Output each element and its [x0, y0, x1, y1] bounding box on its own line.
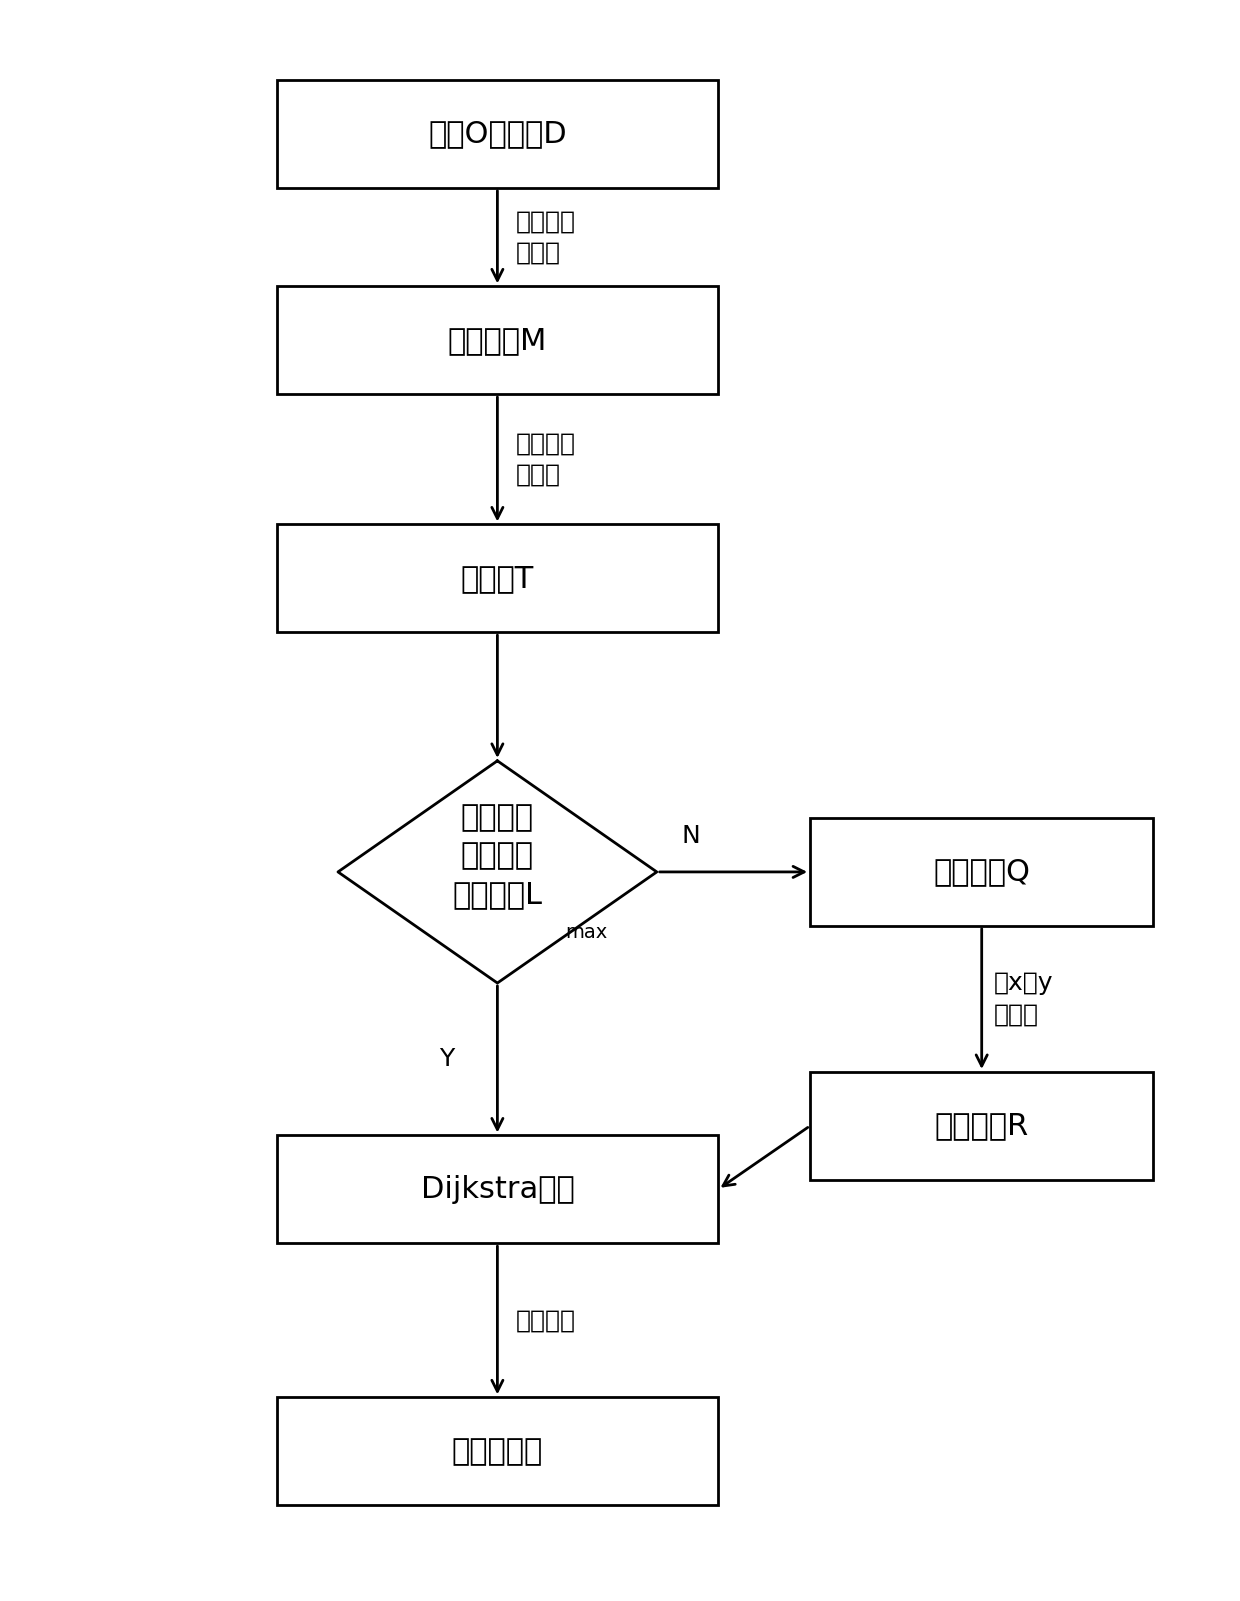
- Polygon shape: [339, 760, 657, 983]
- Text: 对x、y
求偏导: 对x、y 求偏导: [994, 972, 1054, 1026]
- Text: 线路匹配: 线路匹配: [516, 1308, 575, 1332]
- Text: 起点O、终点D: 起点O、终点D: [428, 120, 567, 149]
- Bar: [277, 525, 718, 632]
- Text: Y: Y: [439, 1047, 455, 1071]
- Text: N: N: [681, 825, 701, 849]
- Bar: [810, 818, 1153, 925]
- Text: 加载网络
拓扑图: 加载网络 拓扑图: [516, 210, 575, 264]
- Text: 矩形区域R: 矩形区域R: [935, 1111, 1029, 1140]
- Text: 最健康路径: 最健康路径: [451, 1436, 543, 1467]
- Text: Dijkstra算法: Dijkstra算法: [420, 1175, 574, 1204]
- Text: 邻接矩阵M: 邻接矩阵M: [448, 325, 547, 355]
- Text: 是否满足
矩形限制
搜索条件L: 是否满足 矩形限制 搜索条件L: [453, 804, 542, 909]
- Bar: [810, 1073, 1153, 1180]
- Text: 根据边权
重排序: 根据边权 重排序: [516, 432, 575, 487]
- Bar: [277, 1135, 718, 1244]
- Bar: [277, 287, 718, 394]
- Bar: [277, 80, 718, 187]
- Bar: [277, 1398, 718, 1505]
- Text: 椭圆方程Q: 椭圆方程Q: [934, 858, 1030, 887]
- Text: 邻接表T: 邻接表T: [461, 564, 534, 592]
- Text: max: max: [565, 922, 608, 941]
